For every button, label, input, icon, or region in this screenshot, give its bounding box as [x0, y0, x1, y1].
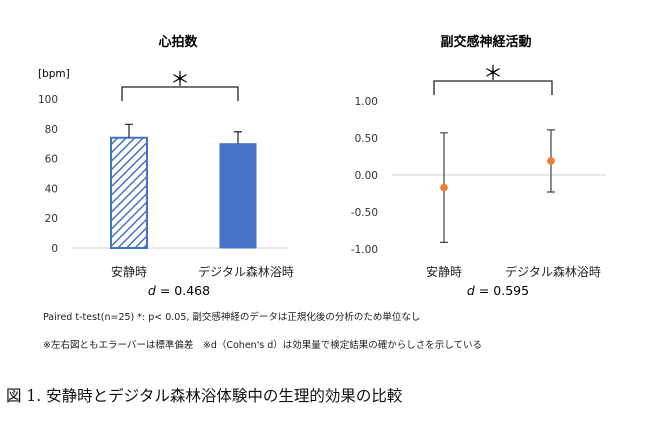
- y-tick-label: 20: [45, 213, 58, 225]
- effect-size-value: 0.468: [174, 283, 210, 298]
- data-point: [440, 183, 448, 192]
- effect-size-equals: =: [475, 283, 493, 298]
- chart-title: 副交感神経活動: [440, 34, 531, 50]
- bar: [110, 136, 148, 250]
- error-bar: [234, 131, 242, 144]
- significance-marker: ＊: [170, 67, 190, 91]
- chart-title: 心拍数: [158, 34, 198, 50]
- statistics-note: Paired t-test(n=25) *: p< 0.05, 副交感神経のデー…: [43, 312, 421, 323]
- effect-size-d-symbol: d: [148, 283, 156, 298]
- figure-caption: 図 1. 安静時とデジタル森林浴体験中の生理的効果の比較: [6, 387, 403, 405]
- y-unit-label: [bpm]: [38, 68, 70, 80]
- significance-bracket: [433, 80, 553, 95]
- y-tick-label: -1.00: [351, 244, 378, 256]
- y-tick-label: 60: [45, 154, 58, 166]
- effect-size-value: 0.595: [493, 283, 529, 298]
- y-tick-label: 0.50: [355, 133, 378, 145]
- x-tick-label: 安静時: [111, 264, 147, 279]
- x-tick-label: 安静時: [426, 264, 462, 279]
- effect-size-d-symbol: d: [467, 283, 475, 298]
- significance-bracket: [121, 86, 239, 101]
- error-bar: [125, 123, 133, 138]
- effect-size-equals: =: [156, 283, 174, 298]
- significance-marker: ＊: [483, 61, 503, 85]
- y-tick-label: -0.50: [351, 207, 378, 219]
- x-tick-label: デジタル森林浴時: [198, 264, 294, 279]
- effect-size-label: d = 0.595: [467, 283, 529, 298]
- error-bar-note: ※左右図ともエラーバーは標準偏差 ※d（Cohen's d）は効果量で検定結果の…: [43, 340, 483, 351]
- x-tick-label: デジタル森林浴時: [505, 264, 601, 279]
- bar: [219, 143, 257, 249]
- effect-size-label: d = 0.468: [148, 283, 210, 298]
- y-tick-label: 40: [45, 183, 58, 195]
- y-tick-label: 0: [51, 243, 58, 255]
- y-tick-label: 1.00: [355, 96, 378, 108]
- y-tick-label: 0.00: [355, 170, 378, 182]
- heart-rate-chart: 心拍数 [bpm] 0 20 40 60 80 100 ＊ 安静時 デジタル森林浴時 d =…: [38, 34, 294, 298]
- y-tick-label: 100: [38, 94, 58, 106]
- y-tick-label: 80: [45, 124, 58, 136]
- parasympathetic-chart: 副交感神経活動 1.00 0.50 0.00 -0.50 -1.00 ＊ 安静時 デジタル…: [351, 34, 606, 298]
- data-point: [547, 157, 555, 165]
